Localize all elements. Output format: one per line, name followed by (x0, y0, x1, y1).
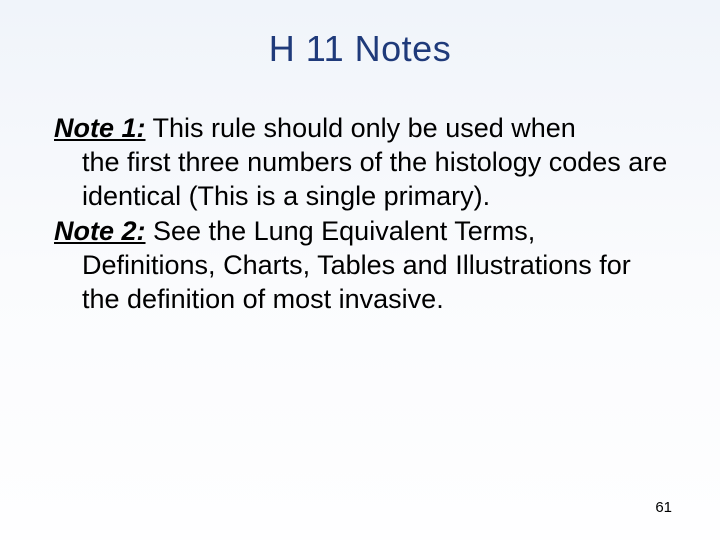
note-first-line: See the Lung Equivalent Terms, (146, 216, 536, 246)
note-item: Note 2: See the Lung Equivalent Terms, D… (54, 215, 670, 316)
page-number: 61 (655, 499, 672, 516)
note-first-line: This rule should only be used when (146, 113, 576, 143)
note-continuation: the first three numbers of the histology… (54, 146, 670, 214)
note-label: Note 1: (54, 113, 146, 143)
slide-container: H 11 Notes Note 1: This rule should only… (0, 0, 720, 540)
slide-title: H 11 Notes (50, 28, 670, 70)
note-label: Note 2: (54, 216, 146, 246)
note-item: Note 1: This rule should only be used wh… (54, 112, 670, 213)
note-continuation: Definitions, Charts, Tables and Illustra… (54, 249, 670, 317)
slide-body: Note 1: This rule should only be used wh… (50, 112, 670, 317)
